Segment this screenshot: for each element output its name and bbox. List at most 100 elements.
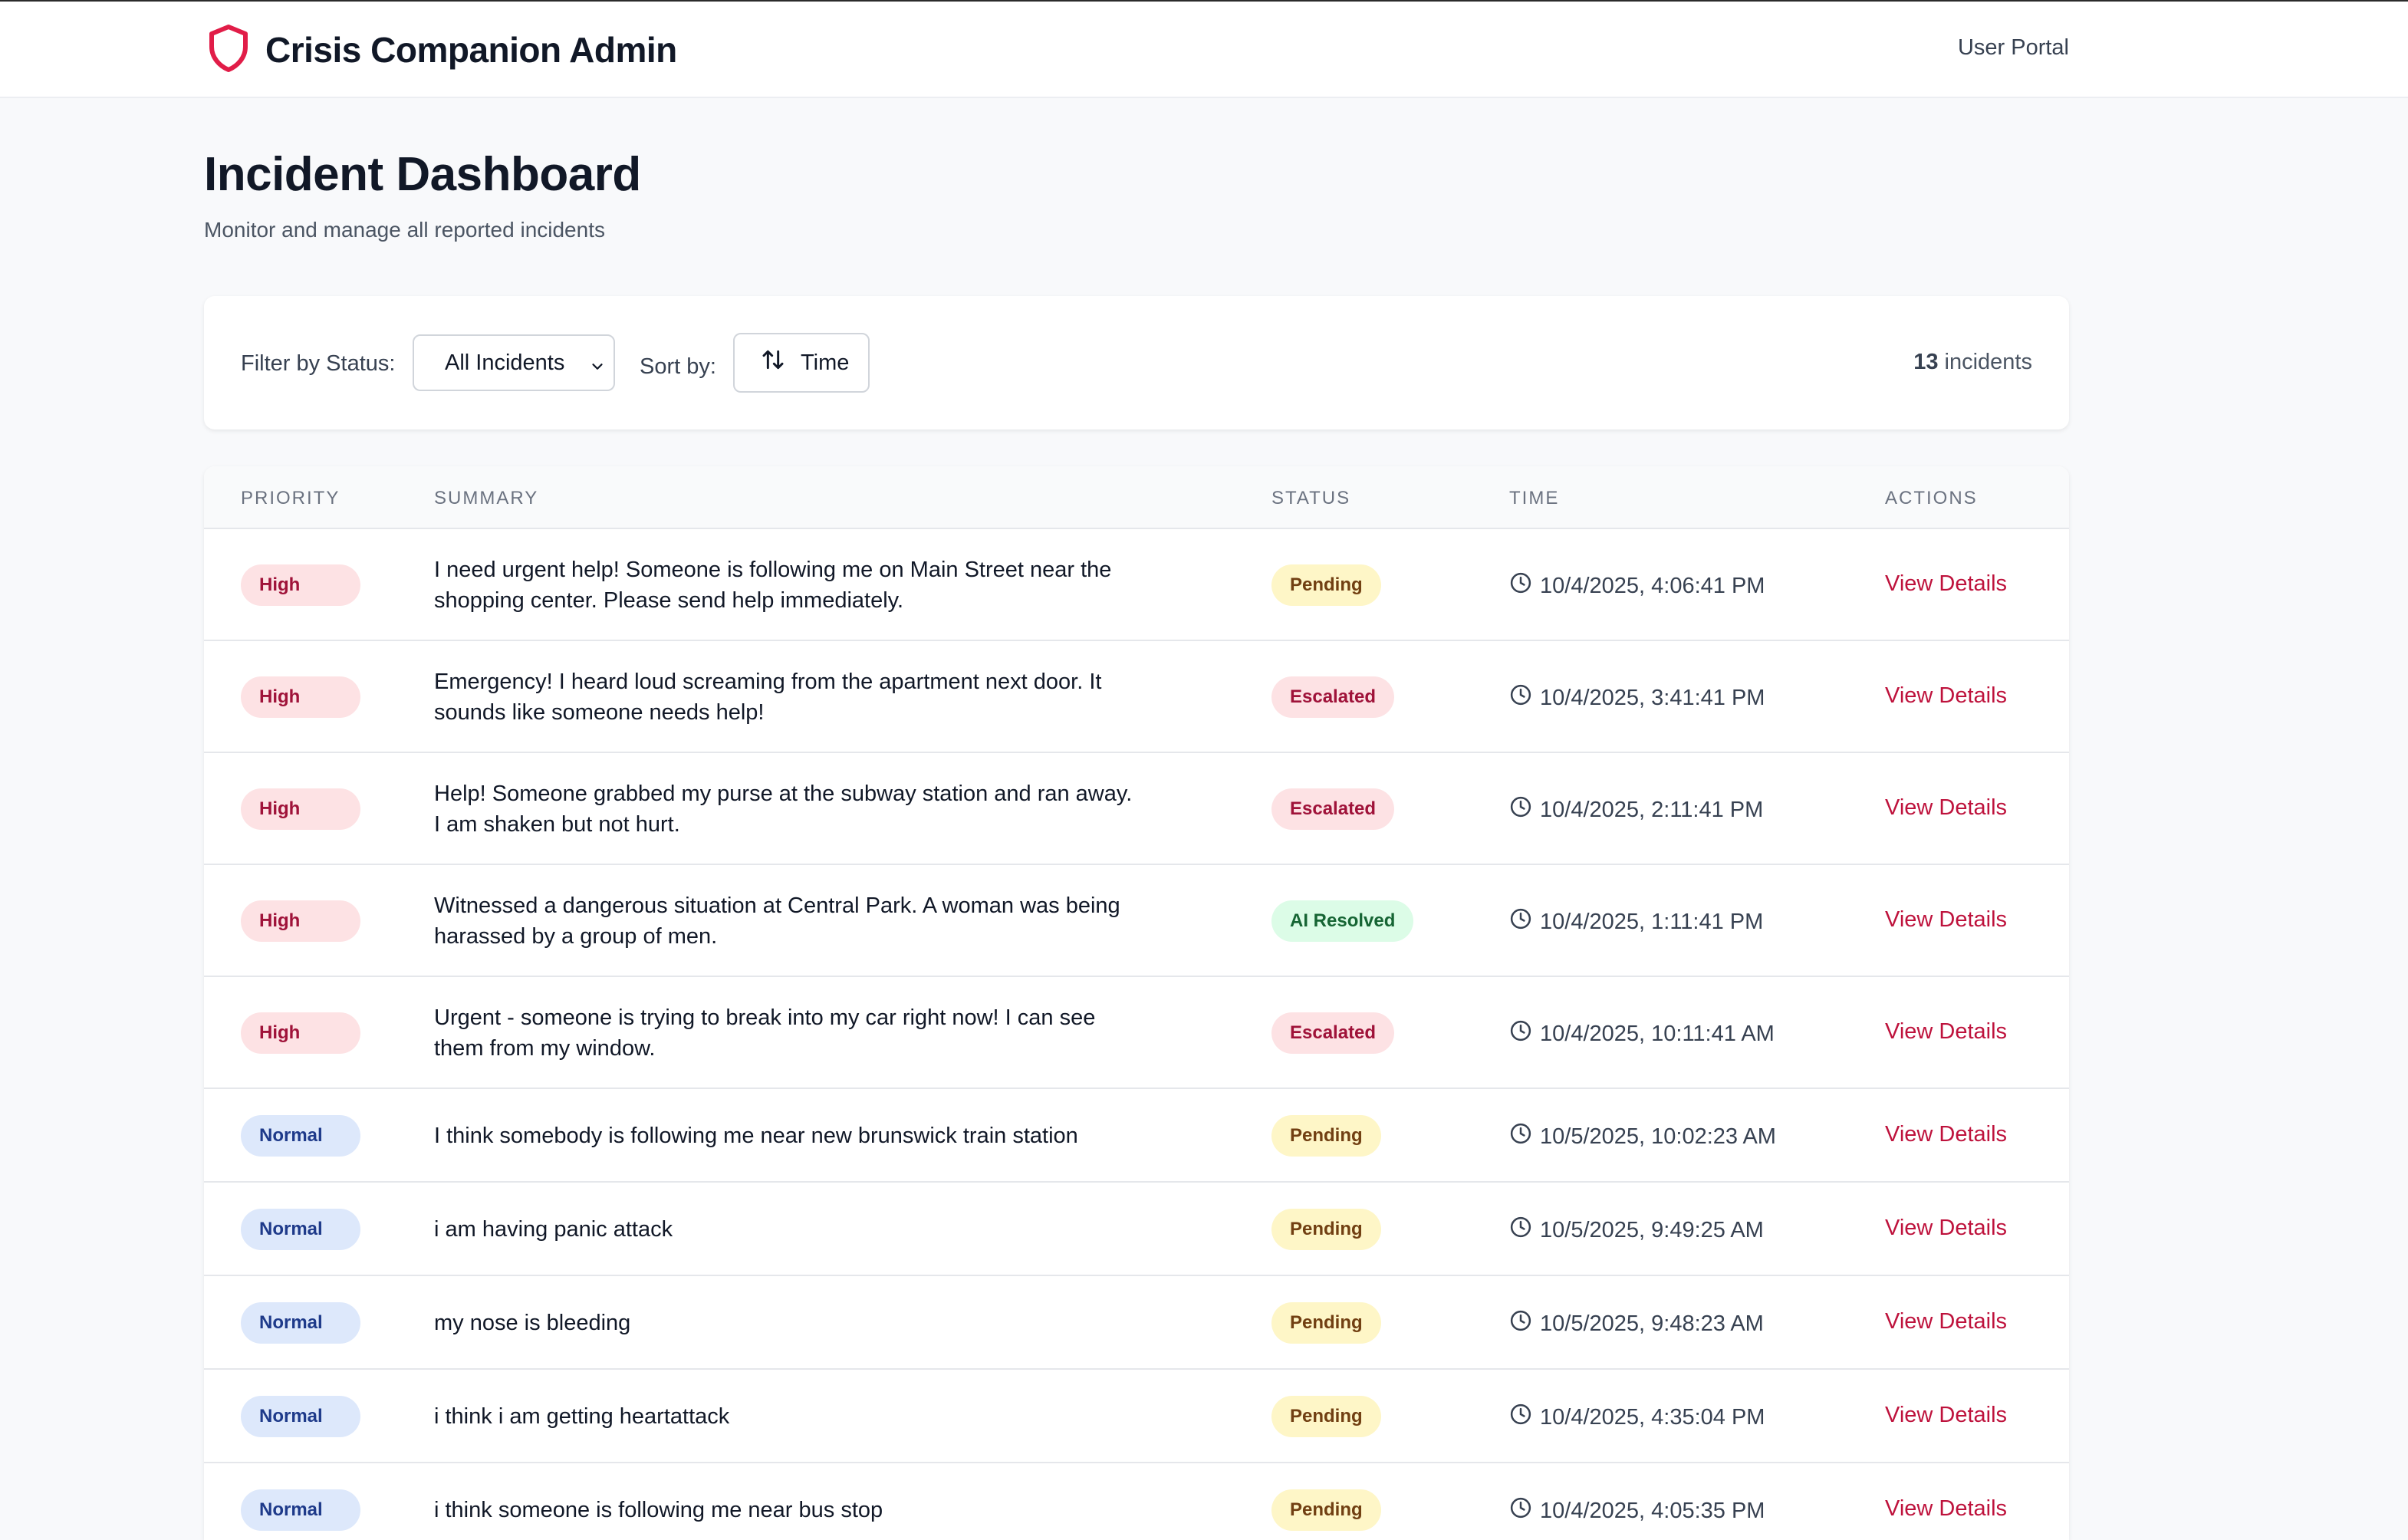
status-badge: Pending (1271, 1489, 1381, 1531)
table-row: High Emergency! I heard loud screaming fr… (204, 641, 2069, 753)
view-details-link[interactable]: View Details (1885, 1403, 2008, 1427)
sort-label: Sort by: (640, 354, 716, 379)
status-filter-value: All Incidents (445, 350, 565, 375)
table-row: Normal I think somebody is following me n… (204, 1089, 2069, 1183)
priority-badge: High (241, 564, 360, 606)
shield-icon (207, 24, 250, 77)
column-header-status: Status (1271, 488, 1351, 508)
view-details-link[interactable]: View Details (1885, 1309, 2008, 1334)
incident-summary: I need urgent help! Someone is following… (434, 558, 1112, 613)
app-title: Crisis Companion Admin (265, 30, 677, 70)
incident-time: 10/5/2025, 10:02:23 AM (1509, 1122, 1776, 1151)
column-header-actions: Actions (1885, 488, 1978, 508)
priority-badge: Normal (241, 1302, 360, 1344)
priority-badge: Normal (241, 1209, 360, 1250)
status-badge: Escalated (1271, 676, 1395, 718)
top-border (0, 0, 2408, 2)
incident-time: 10/4/2025, 2:11:41 PM (1509, 795, 1763, 824)
incidents-table: Priority Summary Status Time Actions Hig… (204, 466, 2069, 1540)
incident-count-suffix: incidents (1944, 350, 2032, 374)
incident-time-value: 10/4/2025, 10:11:41 AM (1540, 1021, 1775, 1046)
incident-time: 10/4/2025, 4:35:04 PM (1509, 1403, 1765, 1432)
table-row: Normal i think i am getting heartattack Pe… (204, 1370, 2069, 1463)
status-badge: Pending (1271, 1209, 1381, 1250)
sort-time-button[interactable]: Time (733, 333, 870, 393)
table-row: Normal my nose is bleeding Pending 10/5/202… (204, 1276, 2069, 1370)
incident-summary: Help! Someone grabbed my purse at the su… (434, 782, 1133, 837)
view-details-link[interactable]: View Details (1885, 1496, 2008, 1521)
incident-time-value: 10/4/2025, 3:41:41 PM (1540, 685, 1765, 710)
priority-badge: Normal (241, 1489, 360, 1531)
incident-time: 10/5/2025, 9:48:23 AM (1509, 1309, 1764, 1338)
incident-summary: i think i am getting heartattack (434, 1404, 730, 1429)
incident-time-value: 10/4/2025, 4:06:41 PM (1540, 573, 1765, 598)
table-row: High Urgent - someone is trying to break … (204, 977, 2069, 1089)
column-header-priority: Priority (241, 488, 340, 508)
user-portal-link[interactable]: User Portal (1957, 35, 2069, 60)
view-details-link[interactable]: View Details (1885, 683, 2008, 708)
view-details-link[interactable]: View Details (1885, 1216, 2008, 1240)
table-row: High I need urgent help! Someone is follo… (204, 529, 2069, 641)
page-title: Incident Dashboard (204, 148, 641, 201)
clock-icon (1509, 1496, 1540, 1525)
status-filter-select[interactable]: All Incidents (413, 334, 615, 391)
incident-summary: i think someone is following me near bus… (434, 1498, 883, 1522)
table-row: Normal i am having panic attack Pending 10/… (204, 1183, 2069, 1276)
status-badge: Pending (1271, 1302, 1381, 1344)
clock-icon (1509, 907, 1540, 936)
clock-icon (1509, 1122, 1540, 1151)
view-details-link[interactable]: View Details (1885, 571, 2008, 596)
incident-summary: i am having panic attack (434, 1217, 673, 1242)
clock-icon (1509, 1309, 1540, 1338)
status-badge: Pending (1271, 1396, 1381, 1437)
table-row: High Help! Someone grabbed my purse at th… (204, 753, 2069, 865)
priority-badge: High (241, 900, 360, 942)
brand[interactable]: Crisis Companion Admin (207, 24, 677, 77)
incident-summary: Witnessed a dangerous situation at Centr… (434, 893, 1120, 949)
incident-time-value: 10/4/2025, 4:35:04 PM (1540, 1404, 1765, 1430)
incident-count: 13 incidents (1913, 350, 2032, 375)
table-row: Normal i think someone is following me ne… (204, 1463, 2069, 1540)
page-subtitle: Monitor and manage all reported incident… (204, 218, 605, 242)
priority-badge: Normal (241, 1396, 360, 1437)
incident-time-value: 10/5/2025, 9:49:25 AM (1540, 1217, 1764, 1242)
priority-badge: Normal (241, 1115, 360, 1157)
incident-time-value: 10/5/2025, 10:02:23 AM (1540, 1124, 1776, 1149)
table-header: Priority Summary Status Time Actions (204, 466, 2069, 529)
incident-time: 10/5/2025, 9:49:25 AM (1509, 1216, 1764, 1245)
column-header-time: Time (1509, 488, 1560, 508)
chevron-down-icon (589, 356, 606, 373)
status-badge: Escalated (1271, 1012, 1395, 1054)
view-details-link[interactable]: View Details (1885, 907, 2008, 932)
priority-badge: High (241, 788, 360, 830)
clock-icon (1509, 1019, 1540, 1048)
incident-time: 10/4/2025, 4:05:35 PM (1509, 1496, 1765, 1525)
clock-icon (1509, 1216, 1540, 1245)
status-badge: Escalated (1271, 788, 1395, 830)
sort-value: Time (801, 350, 850, 375)
column-header-summary: Summary (434, 488, 539, 508)
priority-badge: High (241, 1012, 360, 1054)
app-header: Crisis Companion Admin User Portal (0, 2, 2408, 98)
filter-status-label: Filter by Status: (241, 351, 396, 376)
filter-bar: Filter by Status: All Incidents Sort by:… (204, 296, 2069, 429)
incident-summary: Emergency! I heard loud screaming from t… (434, 670, 1102, 725)
incident-summary: Urgent - someone is trying to break into… (434, 1005, 1096, 1061)
status-badge: Pending (1271, 1115, 1381, 1157)
incident-time-value: 10/5/2025, 9:48:23 AM (1540, 1311, 1764, 1336)
incident-summary: I think somebody is following me near ne… (434, 1124, 1078, 1148)
incident-summary: my nose is bleeding (434, 1311, 631, 1335)
incident-time: 10/4/2025, 10:11:41 AM (1509, 1019, 1775, 1048)
incident-time-value: 10/4/2025, 2:11:41 PM (1540, 797, 1764, 822)
incident-time-value: 10/4/2025, 1:11:41 PM (1540, 909, 1764, 934)
view-details-link[interactable]: View Details (1885, 795, 2008, 820)
view-details-link[interactable]: View Details (1885, 1019, 2008, 1044)
clock-icon (1509, 1403, 1540, 1432)
incident-time: 10/4/2025, 3:41:41 PM (1509, 683, 1765, 712)
priority-badge: High (241, 676, 360, 718)
incident-time-value: 10/4/2025, 4:05:35 PM (1540, 1498, 1765, 1523)
sort-arrows-icon (761, 347, 801, 378)
view-details-link[interactable]: View Details (1885, 1122, 2008, 1147)
table-row: High Witnessed a dangerous situation at C… (204, 865, 2069, 977)
status-badge: Pending (1271, 564, 1381, 606)
